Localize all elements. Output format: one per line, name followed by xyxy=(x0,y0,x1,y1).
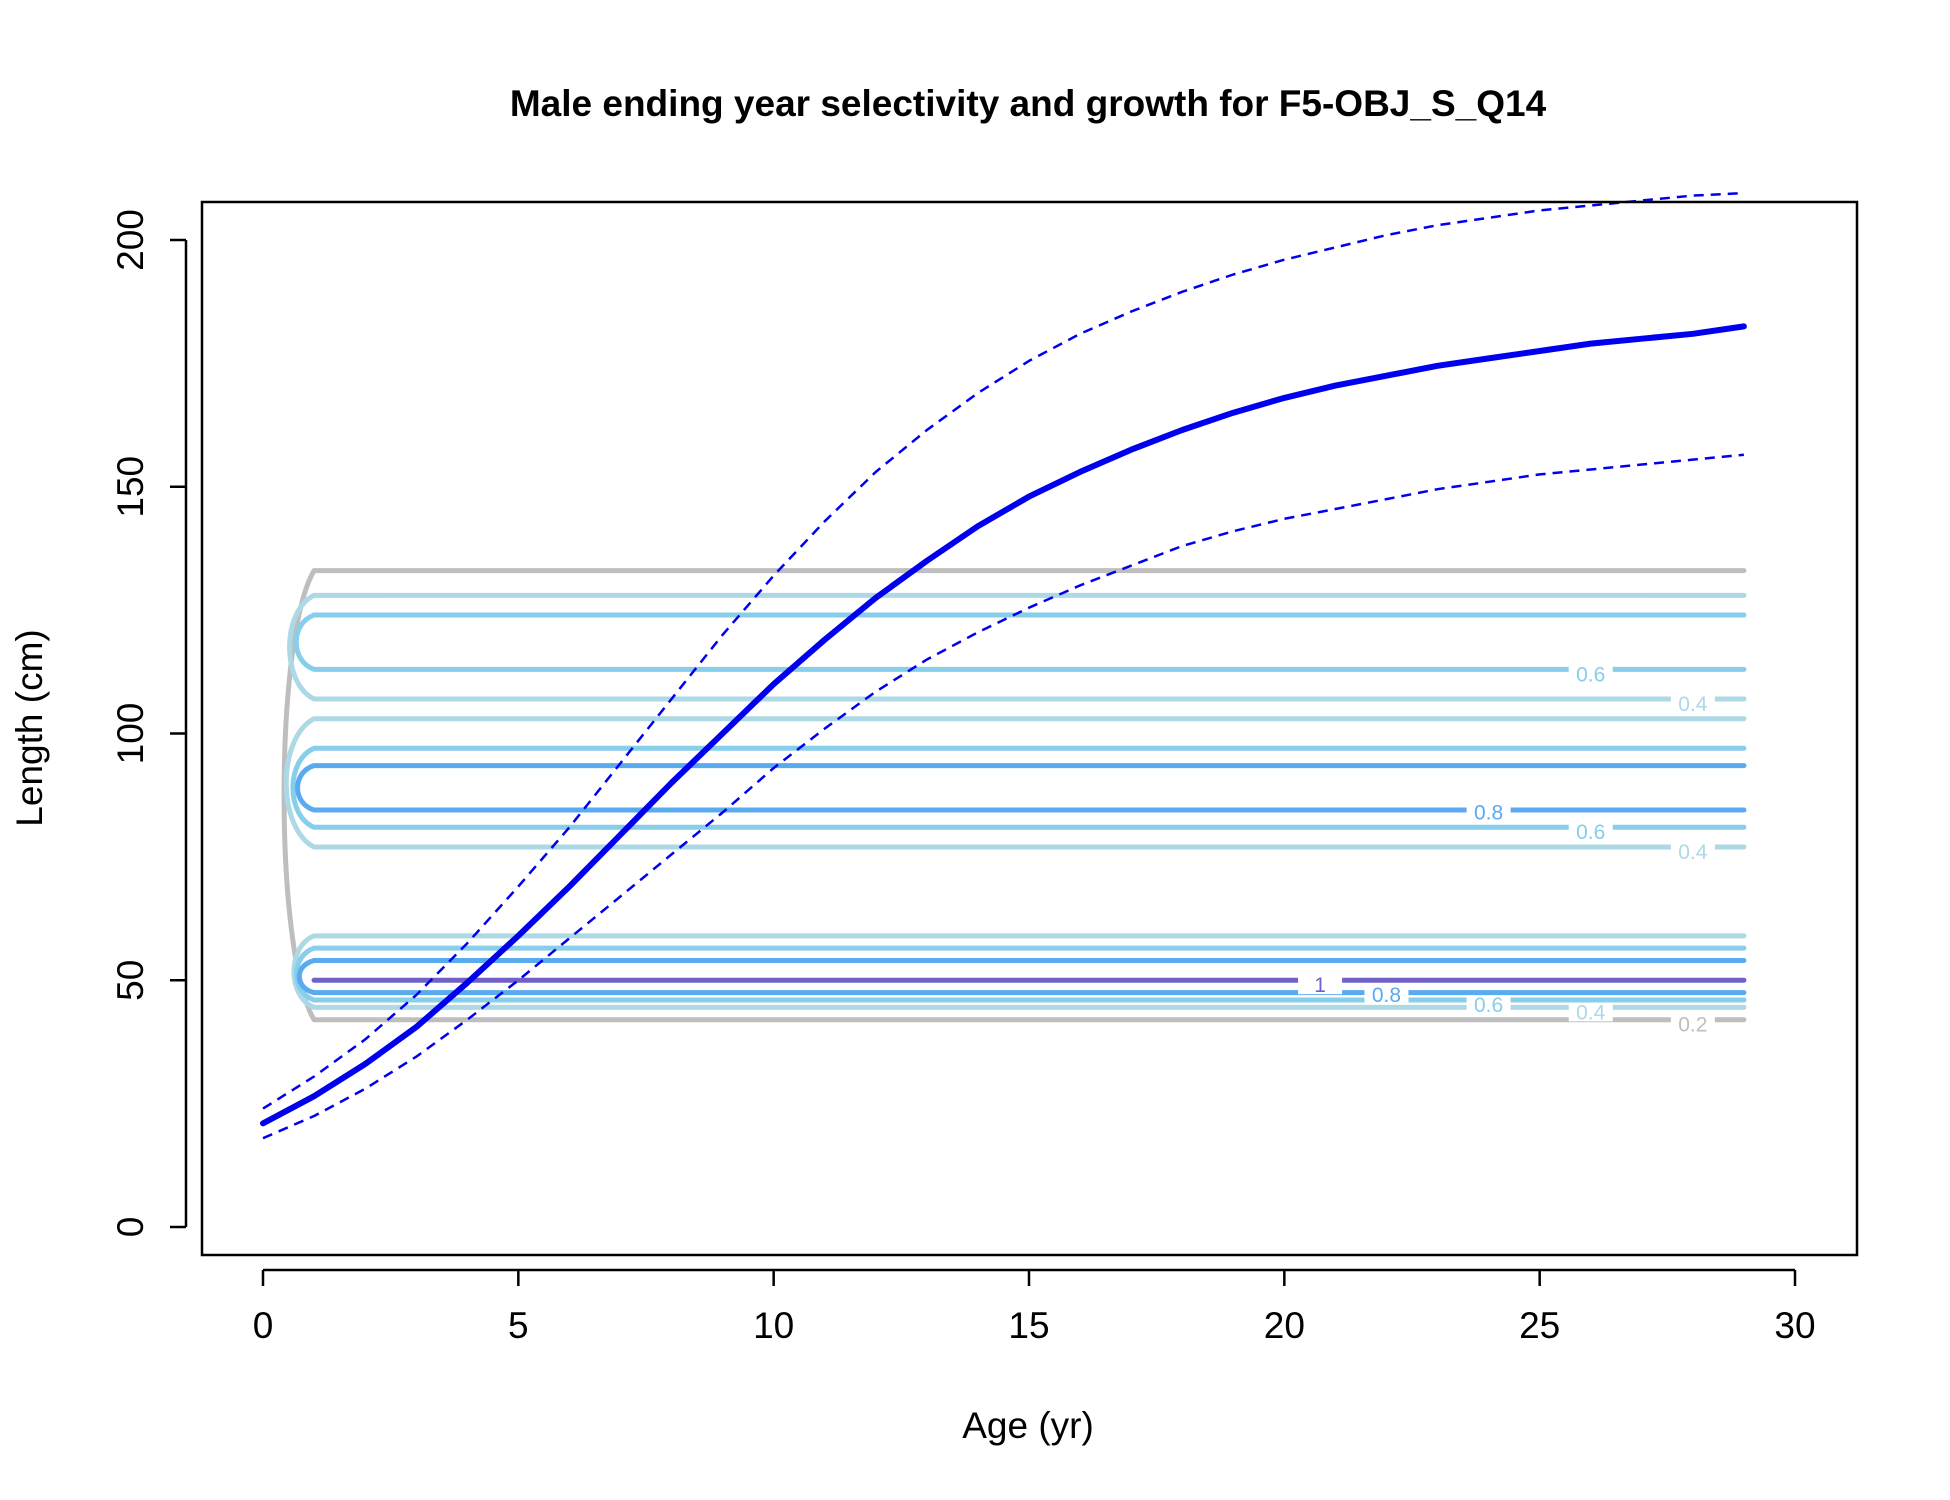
y-tick-label: 50 xyxy=(110,960,151,1001)
contour-arc xyxy=(291,933,316,1010)
contour-label-bg xyxy=(1568,661,1613,684)
y-tick-label: 200 xyxy=(110,209,151,271)
contour-arc xyxy=(283,716,316,850)
contour-label: 0.8 xyxy=(1372,984,1401,1007)
y-tick-label: 150 xyxy=(110,456,151,518)
selectivity-contours: 0.2 0.4 0.4 0.4 0.6 0.6 0.6 0.8 0.8 1 xyxy=(281,568,1747,1037)
contour-label-bg xyxy=(1298,972,1343,995)
plot-frame xyxy=(200,200,1859,1257)
contour-arc xyxy=(290,746,316,830)
x-axis-label: Age (yr) xyxy=(962,1405,1094,1446)
contour-label-bg xyxy=(1466,799,1511,822)
contour-label-bg xyxy=(1568,819,1613,842)
interval-line xyxy=(262,453,1745,1140)
contour-label-bg xyxy=(1670,690,1715,713)
x-tick-label: 5 xyxy=(508,1305,529,1346)
contour-label: 0.6 xyxy=(1474,994,1503,1017)
x-tick-label: 10 xyxy=(753,1305,794,1346)
contour-label: 0.4 xyxy=(1678,841,1708,864)
contour-arc xyxy=(295,763,316,813)
x-tick-label: 0 xyxy=(253,1305,274,1346)
chart-title: Male ending year selectivity and growth … xyxy=(510,83,1547,124)
growth-curves xyxy=(260,191,1747,1140)
x-tick-label: 25 xyxy=(1519,1305,1560,1346)
contour-arc xyxy=(296,958,315,996)
contour-label-bg xyxy=(1670,838,1715,861)
contour-label: 0.6 xyxy=(1576,821,1605,844)
y-tick-label: 0 xyxy=(110,1217,151,1238)
contour-label-bg xyxy=(1568,999,1613,1022)
contour-label: 0.2 xyxy=(1678,1014,1707,1037)
interval-line xyxy=(262,191,1744,1110)
contour-arc xyxy=(293,612,316,672)
contour-arc xyxy=(294,945,316,1003)
x-axis: 0 5 10 15 20 25 30 xyxy=(253,1268,1816,1346)
contour-label: 0.4 xyxy=(1576,1001,1606,1024)
y-tick-label: 100 xyxy=(110,703,151,765)
x-tick-label: 20 xyxy=(1264,1305,1305,1346)
y-axis: 0 50 100 150 200 xyxy=(110,209,188,1238)
y-axis-label: Length (cm) xyxy=(9,629,50,826)
contour-label-bg xyxy=(1364,982,1409,1005)
contour-label: 0.8 xyxy=(1474,801,1503,824)
contour-label-bg xyxy=(1670,1011,1715,1034)
contour-label-bg xyxy=(1466,991,1511,1014)
contour-label: 0.4 xyxy=(1678,693,1708,716)
contour-label: 1 xyxy=(1314,974,1326,997)
mean-growth-line xyxy=(260,323,1747,1127)
x-tick-label: 30 xyxy=(1774,1305,1815,1346)
contour-arc xyxy=(287,593,316,702)
contour-label: 0.6 xyxy=(1576,663,1605,686)
x-tick-label: 15 xyxy=(1008,1305,1049,1346)
